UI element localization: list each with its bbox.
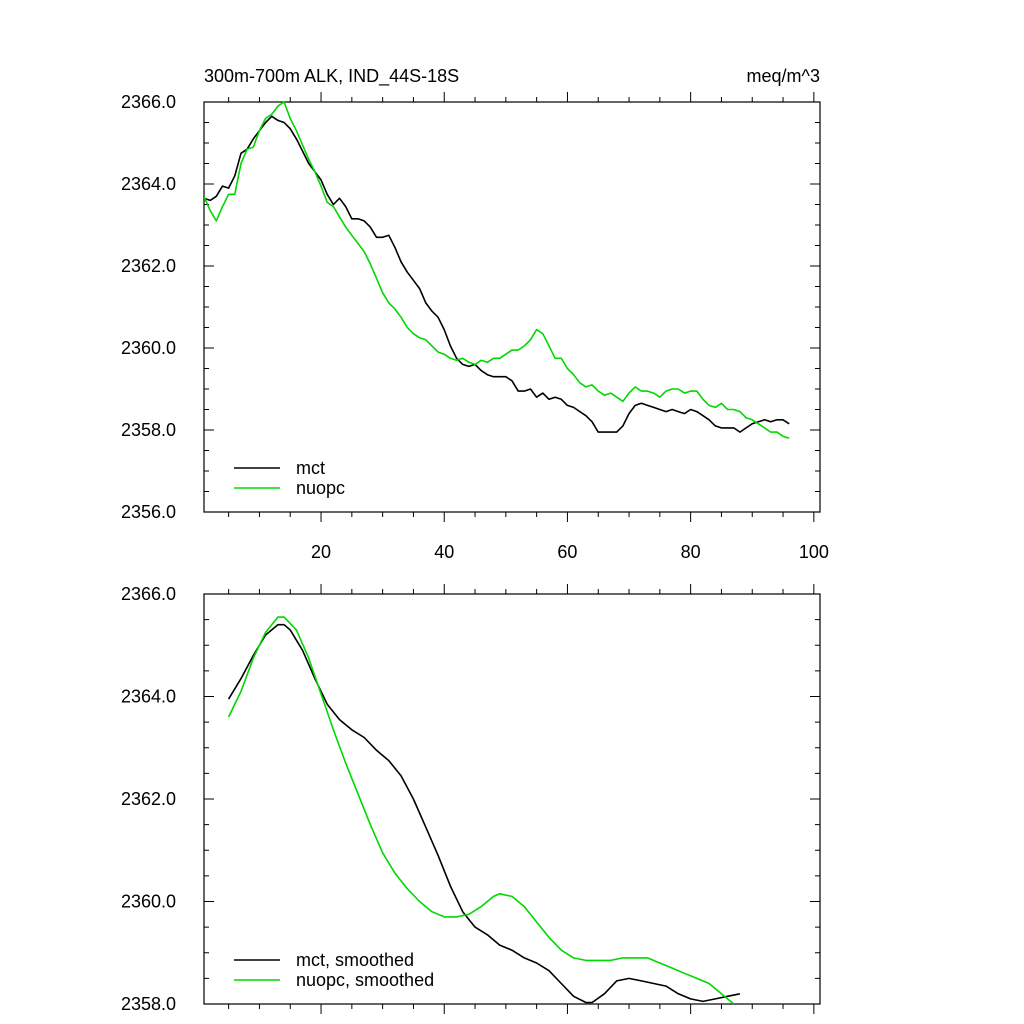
y-tick-label: 2362.0 bbox=[121, 789, 176, 809]
x-tick-label: 100 bbox=[799, 542, 829, 562]
x-tick-label: 40 bbox=[434, 542, 454, 562]
x-tick-label: 80 bbox=[681, 542, 701, 562]
units-label: meq/m^3 bbox=[747, 66, 820, 86]
x-tick-label: 20 bbox=[311, 542, 331, 562]
x-tick-label: 60 bbox=[557, 542, 577, 562]
legend-label: mct bbox=[296, 458, 325, 478]
plot-frame-top bbox=[203, 101, 821, 513]
legend-label: mct, smoothed bbox=[296, 950, 414, 970]
series-line-mct-smoothed bbox=[227, 623, 741, 1004]
legend-label: nuopc bbox=[296, 478, 345, 498]
y-tick-label: 2362.0 bbox=[121, 256, 176, 276]
y-tick-label: 2356.0 bbox=[121, 502, 176, 522]
y-tick-label: 2360.0 bbox=[121, 892, 176, 912]
top-panel: 300m-700m ALK, IND_44S-18S meq/m^3 2366.… bbox=[121, 66, 829, 562]
legend-label: nuopc, smoothed bbox=[296, 970, 434, 990]
y-tick-label: 2366.0 bbox=[121, 584, 176, 604]
bottom-panel: 2366.0 2364.0 2362.0 2360.0 2358.0 mct, smoo… bbox=[121, 584, 821, 1014]
y-tick-label: 2364.0 bbox=[121, 687, 176, 707]
y-tick-label: 2364.0 bbox=[121, 174, 176, 194]
series-line-nuopc-smoothed bbox=[227, 616, 735, 1004]
chart-title: 300m-700m ALK, IND_44S-18S bbox=[204, 66, 459, 87]
y-tick-label: 2358.0 bbox=[121, 420, 176, 440]
y-tick-label: 2366.0 bbox=[121, 92, 176, 112]
y-tick-label: 2358.0 bbox=[121, 994, 176, 1014]
series-line-nuopc bbox=[204, 101, 790, 439]
series-line-mct bbox=[204, 115, 790, 433]
y-tick-label: 2360.0 bbox=[121, 338, 176, 358]
plot-frame-bottom bbox=[203, 593, 821, 1005]
